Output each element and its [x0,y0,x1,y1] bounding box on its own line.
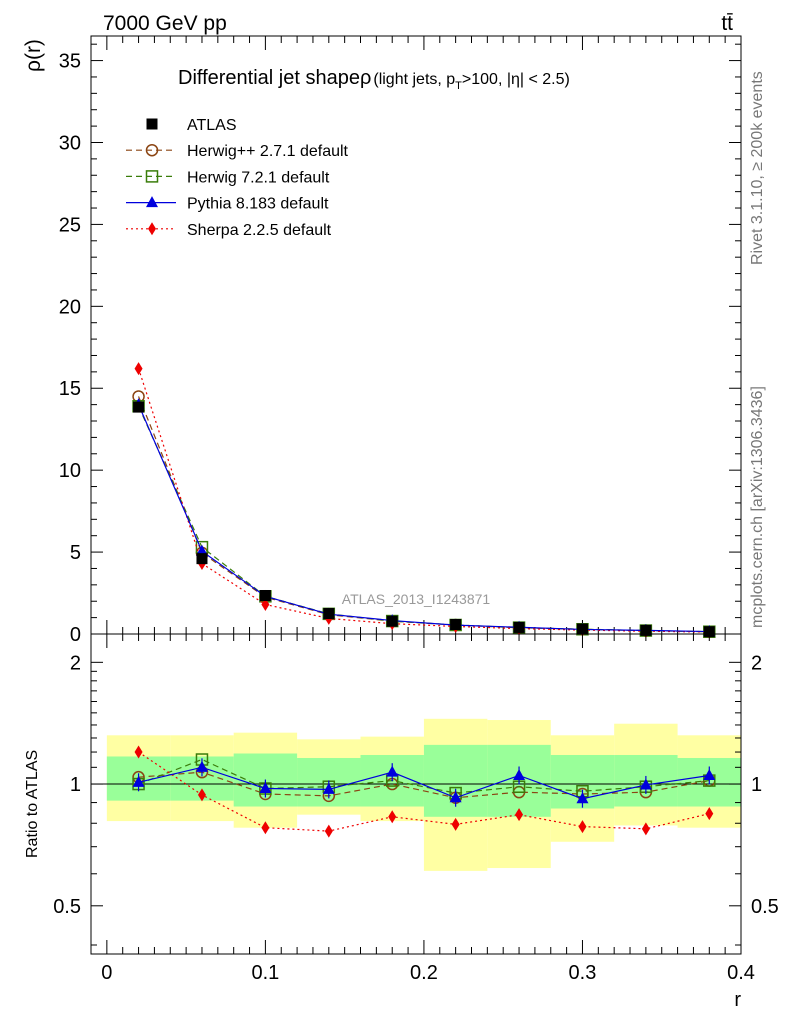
main-y-tick-label: 30 [59,132,81,154]
ratio-y-tick-label: 1 [70,774,81,796]
main-y-tick-label: 5 [70,542,81,564]
ratio-y-axis-label: Ratio to ATLAS [24,750,41,858]
point-sherpa-2-2-5-default [261,598,270,612]
main-y-tick-label: 20 [59,296,81,318]
ratio-frame [90,633,742,955]
x-tick-label: 0.1 [251,962,279,984]
point-atlas [196,553,208,565]
x-tick-label: 0.2 [410,962,438,984]
ratio-line-herwig-7-2-1-default [138,758,710,794]
ratio-point-sherpa-2-2-5-default [578,820,587,834]
x-tick-label: 0.4 [727,962,755,984]
legend-marker [148,222,156,236]
legend-label: Herwig 7.2.1 default [187,169,330,186]
ratio-point-pythia-8-183-default [132,775,145,787]
point-pythia-8-183-default [195,544,208,556]
point-atlas [323,608,335,620]
ratio-point-pythia-8-183-default [386,765,399,777]
ratio-point-pythia-8-183-default [322,782,335,794]
ratio-point-pythia-8-183-default [513,768,526,780]
ratio-point-pythia-8-183-default [259,782,272,794]
rivet-label: Rivet 3.1.10, ≥ 200k events [749,71,766,265]
ratio-point-sherpa-2-2-5-default [515,808,524,822]
point-atlas [259,589,271,601]
main-title: Differential jet shapeρ (light jets, pT>1… [178,67,570,92]
ratio-point-pythia-8-183-default [195,760,208,772]
line-sherpa-2-2-5-default [137,368,710,633]
ratio-y-tick-label: 0.5 [53,896,81,918]
main-subtitle-rest: >100, |η| < 2.5) [462,71,570,88]
legend-entry-atlas: ATLAS [146,117,237,134]
ratio-line-herwig-2-7-1-default [138,771,710,799]
line-pythia-8-183-default [138,404,710,633]
ratio-panel: 0.5 0.5 1 1 2 2 0 0.1 0.2 0.3 0.4 Ratio to ATLAS r [24,633,779,1011]
ratio-y-tick-label-right: 1 [751,774,762,796]
main-y-tick-label: 15 [59,378,81,400]
ratio-point-sherpa-2-2-5-default [197,788,206,802]
legend-marker [146,118,158,130]
legend-marker [145,170,159,183]
legend-marker [146,196,158,208]
ratio-point-sherpa-2-2-5-default [641,822,650,836]
main-title-text: Differential jet shape [178,67,360,89]
main-y-tick-label: 35 [59,51,81,73]
ratio-point-sherpa-2-2-5-default [261,821,270,835]
ratio-series-sherpa-2-2-5-default [134,745,714,838]
x-tick-label: 0.3 [569,962,597,984]
ratio-point-sherpa-2-2-5-default [134,745,143,759]
series-atlas [133,401,715,638]
main-y-tick-label: 25 [59,214,81,236]
point-atlas [133,401,145,413]
legend-label: Herwig++ 2.7.1 default [187,143,349,160]
legend-label: Pythia 8.183 default [187,196,329,213]
legend-entry-herwig-7-2-1-default: Herwig 7.2.1 default [126,169,330,186]
ratio-point-pythia-8-183-default [576,792,589,804]
ratio-point-sherpa-2-2-5-default [705,807,714,821]
process-label: tt̄ [721,12,733,35]
point-atlas [450,618,462,630]
ratio-point-pythia-8-183-default [639,778,652,790]
ratio-point-pythia-8-183-default [449,791,462,803]
line-herwig-7-2-1-default [138,406,710,633]
legend-entry-sherpa-2-2-5-default: Sherpa 2.2.5 default [126,222,332,239]
ratio-point-pythia-8-183-default [703,768,716,780]
ratio-point-sherpa-2-2-5-default [324,824,333,838]
ratio-line-sherpa-2-2-5-default [138,751,710,832]
energy-label: 7000 GeV pp [103,12,227,35]
x-axis-label: r [734,989,741,1011]
main-y-axis-label: ρ(r) [22,39,45,72]
legend-entry-herwig-2-7-1-default: Herwig++ 2.7.1 default [126,143,349,160]
ratio-line-pythia-8-183-default [138,766,710,800]
ratio-point-sherpa-2-2-5-default [388,810,397,824]
legend-label: ATLAS [187,117,237,134]
main-subtitle-sub: T [455,80,462,92]
x-tick-label: 0 [101,962,112,984]
legend-entry-pythia-8-183-default: Pythia 8.183 default [126,196,329,213]
point-atlas [703,626,715,638]
point-sherpa-2-2-5-default [134,362,143,376]
ratio-y-tick-label-right: 2 [751,652,762,674]
mcplots-label: mcplots.cern.ch [arXiv:1306.3436] [749,386,766,628]
ratio-y-tick-label-right: 0.5 [751,896,779,918]
legend-label: Sherpa 2.2.5 default [187,222,332,239]
point-atlas [640,624,652,636]
point-atlas [513,621,525,633]
ratio-y-tick-label: 2 [70,652,81,674]
main-y-tick-label: 0 [70,624,81,646]
ratio-point-sherpa-2-2-5-default [451,817,460,831]
legend-marker [145,143,159,157]
legend: ATLAS Herwig++ 2.7.1 default Herwig 7.2.1 … [126,117,349,239]
analysis-label: ATLAS_2013_I1243871 [342,591,491,607]
main-y-tick-label: 10 [59,460,81,482]
point-atlas [576,623,588,635]
main-title-symbol: ρ [360,67,371,89]
main-subtitle: (light jets, p [373,71,455,88]
ratio-series-pythia-8-183-default [132,758,716,808]
point-atlas [386,615,398,627]
